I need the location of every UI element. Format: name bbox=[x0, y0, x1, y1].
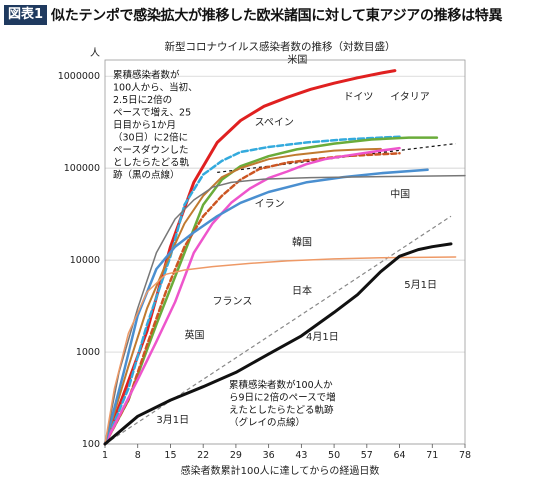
series-line bbox=[103, 135, 401, 446]
guide-line bbox=[104, 215, 452, 445]
x-tick-label: 1 bbox=[102, 450, 108, 461]
x-tick-label: 22 bbox=[197, 450, 209, 461]
note-line: （グレイの点線） bbox=[229, 417, 305, 429]
note-line: としたらたどる軌 bbox=[113, 157, 190, 169]
note-us-trajectory: 累積感染者数が100人から、当初、2.5日に2倍のペースで増え、25日目から1か… bbox=[113, 69, 198, 181]
note-line: ら9日に2倍のペースで増 bbox=[229, 392, 336, 404]
series-annotation: 中国 bbox=[390, 187, 410, 200]
x-tick-label: 50 bbox=[328, 450, 340, 461]
y-tick-label: 100 bbox=[82, 439, 100, 450]
x-tick-label: 78 bbox=[459, 450, 471, 461]
note-japan-trajectory: 累積感染者数が100人から9日に2倍のペースで増えたとしたらたどる軌跡（グレイの… bbox=[229, 379, 336, 429]
x-tick-label: 43 bbox=[295, 450, 307, 461]
series-annotation: フランス bbox=[213, 295, 253, 307]
x-tick-label: 71 bbox=[426, 450, 438, 461]
x-tick-label: 29 bbox=[230, 450, 242, 461]
series-annotation: 韓国 bbox=[292, 236, 312, 248]
series-lines bbox=[103, 69, 466, 446]
series-line bbox=[104, 256, 457, 445]
series-annotation: イタリア bbox=[390, 91, 430, 103]
note-line: ペースで増え、25 bbox=[113, 107, 191, 119]
note-line: 累積感染者数が100人か bbox=[229, 379, 333, 391]
chart-title: 新型コロナウイルス感染者数の推移（対数目盛） bbox=[165, 40, 396, 53]
x-tick-label: 64 bbox=[393, 450, 405, 461]
y-tick-label: 1000 bbox=[76, 347, 100, 358]
series-annotation: イラン bbox=[255, 198, 285, 210]
series-line bbox=[104, 147, 382, 445]
figure-headline: 似たテンポで感染拡大が推移した欧米諸国に対して東アジアの推移は特異 bbox=[51, 8, 503, 24]
note-line: 100人から、当初、 bbox=[113, 82, 198, 94]
x-tick-label: 8 bbox=[135, 450, 141, 461]
series-annotation: スペイン bbox=[255, 118, 294, 129]
note-line: 日目から1か月 bbox=[113, 120, 176, 131]
note-line: 累積感染者数が bbox=[113, 69, 180, 81]
series-line bbox=[103, 146, 401, 446]
note-line: えたとしたらたどる軌跡 bbox=[229, 404, 334, 416]
series-line bbox=[103, 242, 453, 446]
x-axis-label: 感染者数累計100人に達してからの経過日数 bbox=[181, 464, 380, 477]
series-annotation: ドイツ bbox=[343, 92, 373, 103]
plot-frame bbox=[104, 59, 466, 445]
series-annotation: 3月1日 bbox=[156, 414, 189, 426]
x-tick-label: 57 bbox=[361, 450, 373, 461]
series-annotation: 米国 bbox=[287, 53, 307, 66]
y-tick-label: 100000 bbox=[64, 163, 100, 174]
figure-header: 図表1 似たテンポで感染拡大が推移した欧米諸国に対して東アジアの推移は特異 bbox=[4, 4, 502, 26]
series-line bbox=[103, 136, 439, 446]
note-line: 跡（黒の点線） bbox=[113, 169, 180, 181]
series-annotation: 4月1日 bbox=[306, 331, 339, 343]
figure-badge: 図表1 bbox=[4, 5, 48, 25]
y-tick-label: 10000 bbox=[70, 255, 100, 266]
y-axis-label: 人 bbox=[90, 47, 100, 59]
x-tick-label: 15 bbox=[164, 450, 176, 461]
x-axis-ticks: 1 8 15 22 29 36 43 50 57 64 71 78 bbox=[102, 444, 471, 461]
y-tick-label: 1000000 bbox=[58, 71, 100, 82]
series-annotation: 英国 bbox=[184, 329, 204, 342]
y-axis-ticks: 100 1000 10000 100000 1000000 bbox=[58, 71, 100, 450]
series-annotation: 5月1日 bbox=[404, 279, 437, 291]
note-line: （30日）に2倍に bbox=[113, 132, 188, 144]
series-annotation: 日本 bbox=[292, 284, 312, 297]
x-tick-label: 36 bbox=[263, 450, 275, 461]
note-line: 2.5日に2倍の bbox=[113, 94, 172, 106]
note-line: ペースダウンした bbox=[113, 144, 189, 156]
